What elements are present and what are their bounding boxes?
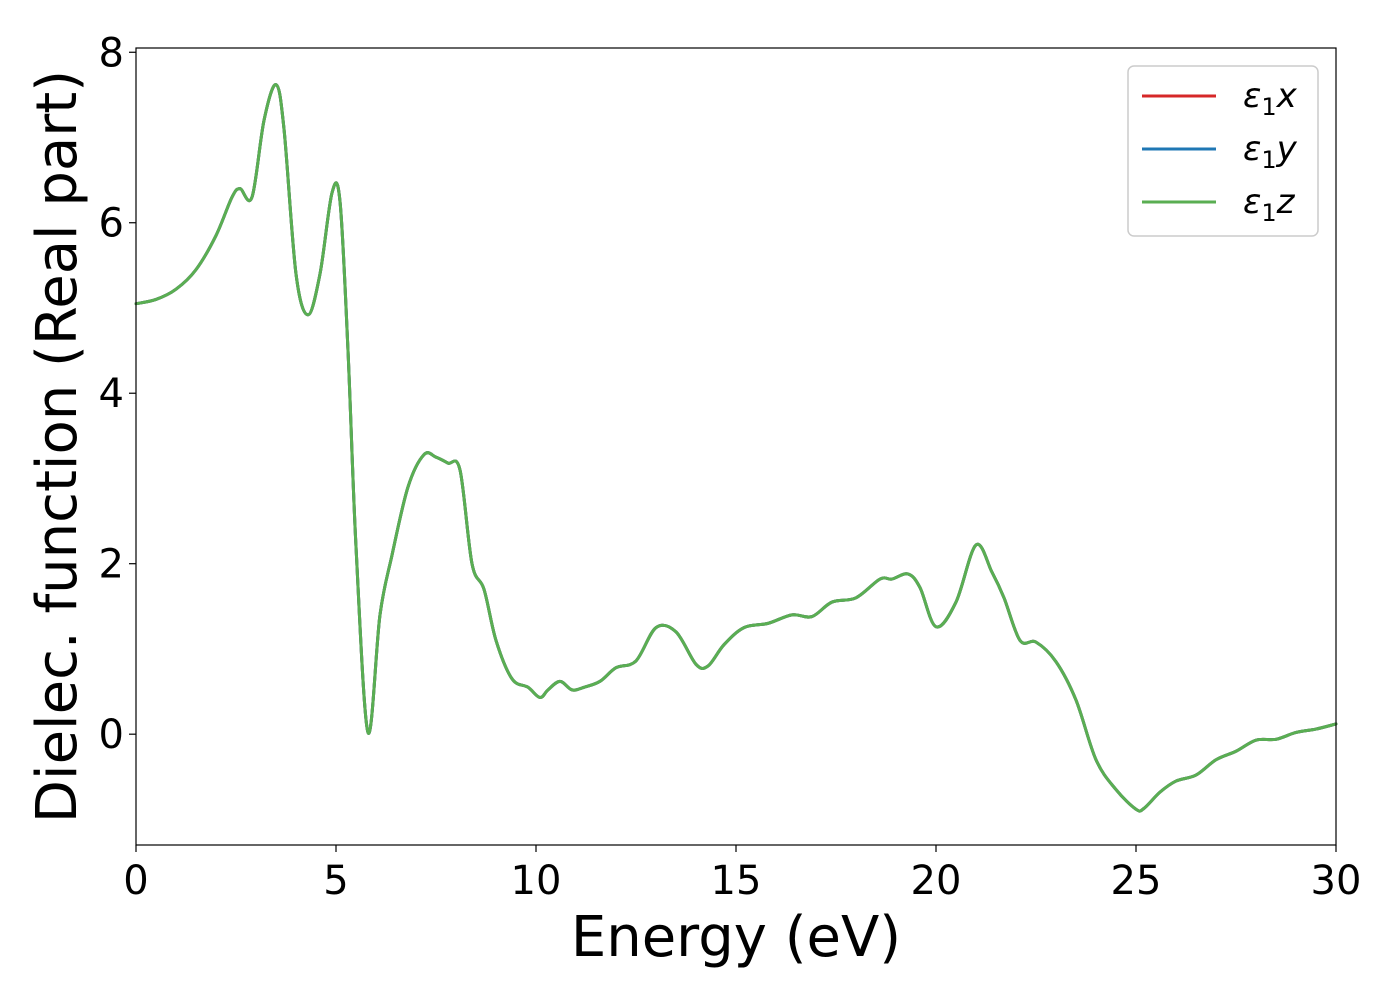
x-tick-label: 0 — [123, 858, 148, 904]
legend-box — [1127, 65, 1319, 237]
legend-entry-x: ε1x — [1142, 76, 1298, 121]
legend-entry-z: ε1z — [1142, 182, 1296, 227]
y-axis-title: Dielec. function (Real part) — [25, 70, 90, 823]
x-tick-label: 15 — [711, 858, 762, 904]
y-tick-label: 6 — [99, 201, 124, 247]
y-tick-label: 0 — [99, 712, 124, 758]
y-tick-label: 8 — [99, 30, 124, 76]
series-line-z — [134, 83, 1338, 813]
x-axis-title: Energy (eV) — [571, 905, 901, 970]
legend-label: ε1y — [1243, 129, 1298, 174]
y-axis-ticks: 0 2 4 6 8 — [99, 30, 136, 758]
legend-entry-y: ε1y — [1142, 129, 1298, 174]
y-tick-label: 4 — [99, 371, 124, 417]
x-tick-label: 5 — [323, 858, 348, 904]
y-tick-label: 2 — [99, 542, 124, 588]
x-axis-ticks: 0 5 10 15 20 25 30 — [123, 845, 1361, 904]
x-tick-label: 20 — [911, 858, 962, 904]
legend-entries: ε1x ε1y ε1z — [1142, 76, 1298, 227]
legend-label: ε1z — [1243, 182, 1296, 227]
x-tick-label: 10 — [511, 858, 562, 904]
series-layer — [134, 83, 1338, 813]
x-tick-label: 30 — [1311, 858, 1362, 904]
legend: ε1x ε1y ε1z — [1127, 65, 1319, 237]
legend-label: ε1x — [1243, 76, 1298, 121]
x-tick-label: 25 — [1111, 858, 1162, 904]
